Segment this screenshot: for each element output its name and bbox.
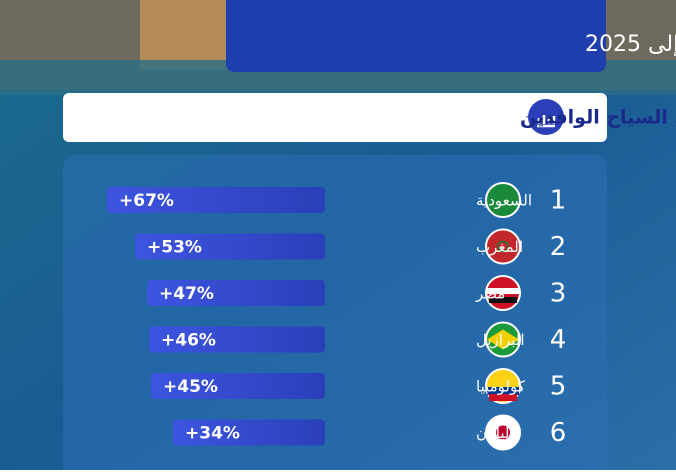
rows: 1 السعودية +67% 2 المغرب +53% 3 مصر +47% 4 البرازي… bbox=[107, 182, 567, 451]
rank: 3 bbox=[550, 279, 567, 309]
country: مصر bbox=[475, 285, 505, 303]
flag-detail bbox=[487, 329, 519, 350]
value-label: +46% bbox=[161, 331, 216, 351]
title-bar bbox=[63, 93, 607, 142]
rank: 6 bbox=[550, 418, 567, 448]
country: كولومبيا bbox=[476, 378, 526, 396]
bar bbox=[147, 280, 325, 306]
rank: 5 bbox=[550, 372, 567, 402]
rank: 2 bbox=[550, 232, 567, 262]
bar bbox=[151, 373, 325, 399]
bar bbox=[107, 187, 325, 213]
flag-detail bbox=[487, 387, 519, 395]
header-box bbox=[226, 0, 606, 72]
bar bbox=[149, 326, 325, 353]
value-label: +53% bbox=[147, 238, 202, 258]
flag-detail bbox=[496, 425, 510, 440]
country: السعودية bbox=[476, 192, 532, 210]
flag-detail bbox=[497, 240, 509, 253]
flag bbox=[485, 228, 521, 265]
flag-detail bbox=[487, 288, 519, 294]
value-label: +45% bbox=[163, 377, 218, 397]
bar bbox=[135, 233, 325, 260]
chart-title: الترتيب الأعلى نموًا في عدد السياح الواف… bbox=[520, 106, 676, 129]
value-label: +47% bbox=[159, 284, 214, 304]
value-label: +67% bbox=[119, 191, 174, 211]
rank: 4 bbox=[550, 325, 567, 355]
rank: 1 bbox=[550, 186, 567, 216]
header-subtitle: من 2019 إلى 2025 bbox=[585, 32, 676, 57]
flag-detail bbox=[489, 394, 517, 401]
country: المغرب bbox=[476, 238, 523, 256]
flag-detail bbox=[489, 297, 517, 303]
bar bbox=[173, 419, 325, 446]
icon-glyph bbox=[537, 115, 556, 128]
country: البرازيل bbox=[476, 331, 525, 349]
value-label: +34% bbox=[185, 424, 240, 444]
country: اليابان bbox=[476, 424, 514, 442]
flag bbox=[485, 182, 521, 218]
